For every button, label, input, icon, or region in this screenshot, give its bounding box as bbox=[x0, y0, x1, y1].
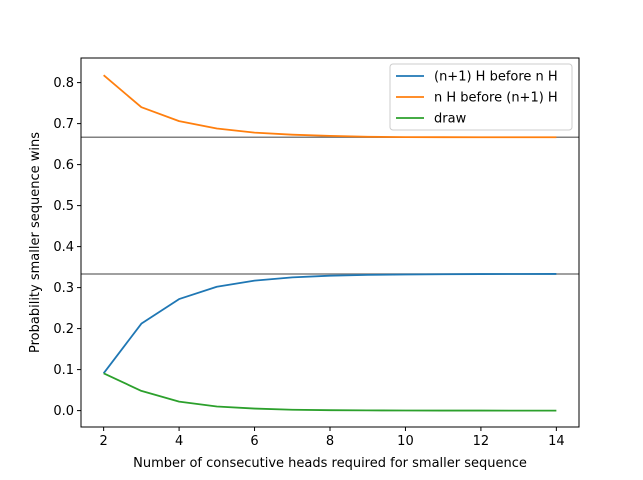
x-axis-label: Number of consecutive heads required for… bbox=[133, 456, 527, 471]
legend-label-1: (n+1) H before n H bbox=[434, 70, 558, 85]
x-tick-label: 4 bbox=[175, 434, 183, 449]
x-tick-label: 8 bbox=[326, 434, 334, 449]
plot-layer bbox=[81, 74, 579, 412]
y-tick-label: 0.2 bbox=[53, 322, 74, 337]
tick-layer: 2 4 6 8 10 12 14 0.0 0.1 0.2 0.3 0.4 0.5 0.6 0.7 0.8 bbox=[53, 76, 564, 449]
y-tick-label: 0.3 bbox=[53, 281, 74, 296]
legend: (n+1) H before n H n H before (n+1) H draw bbox=[389, 63, 573, 131]
y-tick-label: 0.4 bbox=[53, 240, 74, 255]
series-line-1 bbox=[102, 273, 557, 374]
plot-frame bbox=[80, 57, 580, 428]
y-axis-label: Probability smaller sequence wins bbox=[28, 132, 43, 353]
legend-label-3: draw bbox=[434, 112, 467, 127]
legend-label-2: n H before (n+1) H bbox=[434, 91, 558, 106]
x-tick-label: 14 bbox=[548, 434, 565, 449]
series-line-3 bbox=[103, 372, 557, 412]
x-tick-label: 6 bbox=[250, 434, 258, 449]
y-tick-label: 0.7 bbox=[53, 117, 74, 132]
legend-box bbox=[389, 63, 573, 131]
y-tick-label: 0.1 bbox=[53, 363, 74, 378]
x-tick-label: 10 bbox=[397, 434, 414, 449]
y-tick-label: 0.6 bbox=[53, 158, 74, 173]
y-tick-label: 0.0 bbox=[53, 404, 74, 419]
x-tick-label: 12 bbox=[473, 434, 490, 449]
series-line-2 bbox=[103, 74, 557, 139]
y-tick-label: 0.8 bbox=[53, 76, 74, 91]
y-tick-label: 0.5 bbox=[53, 199, 74, 214]
x-tick-label: 2 bbox=[99, 434, 107, 449]
